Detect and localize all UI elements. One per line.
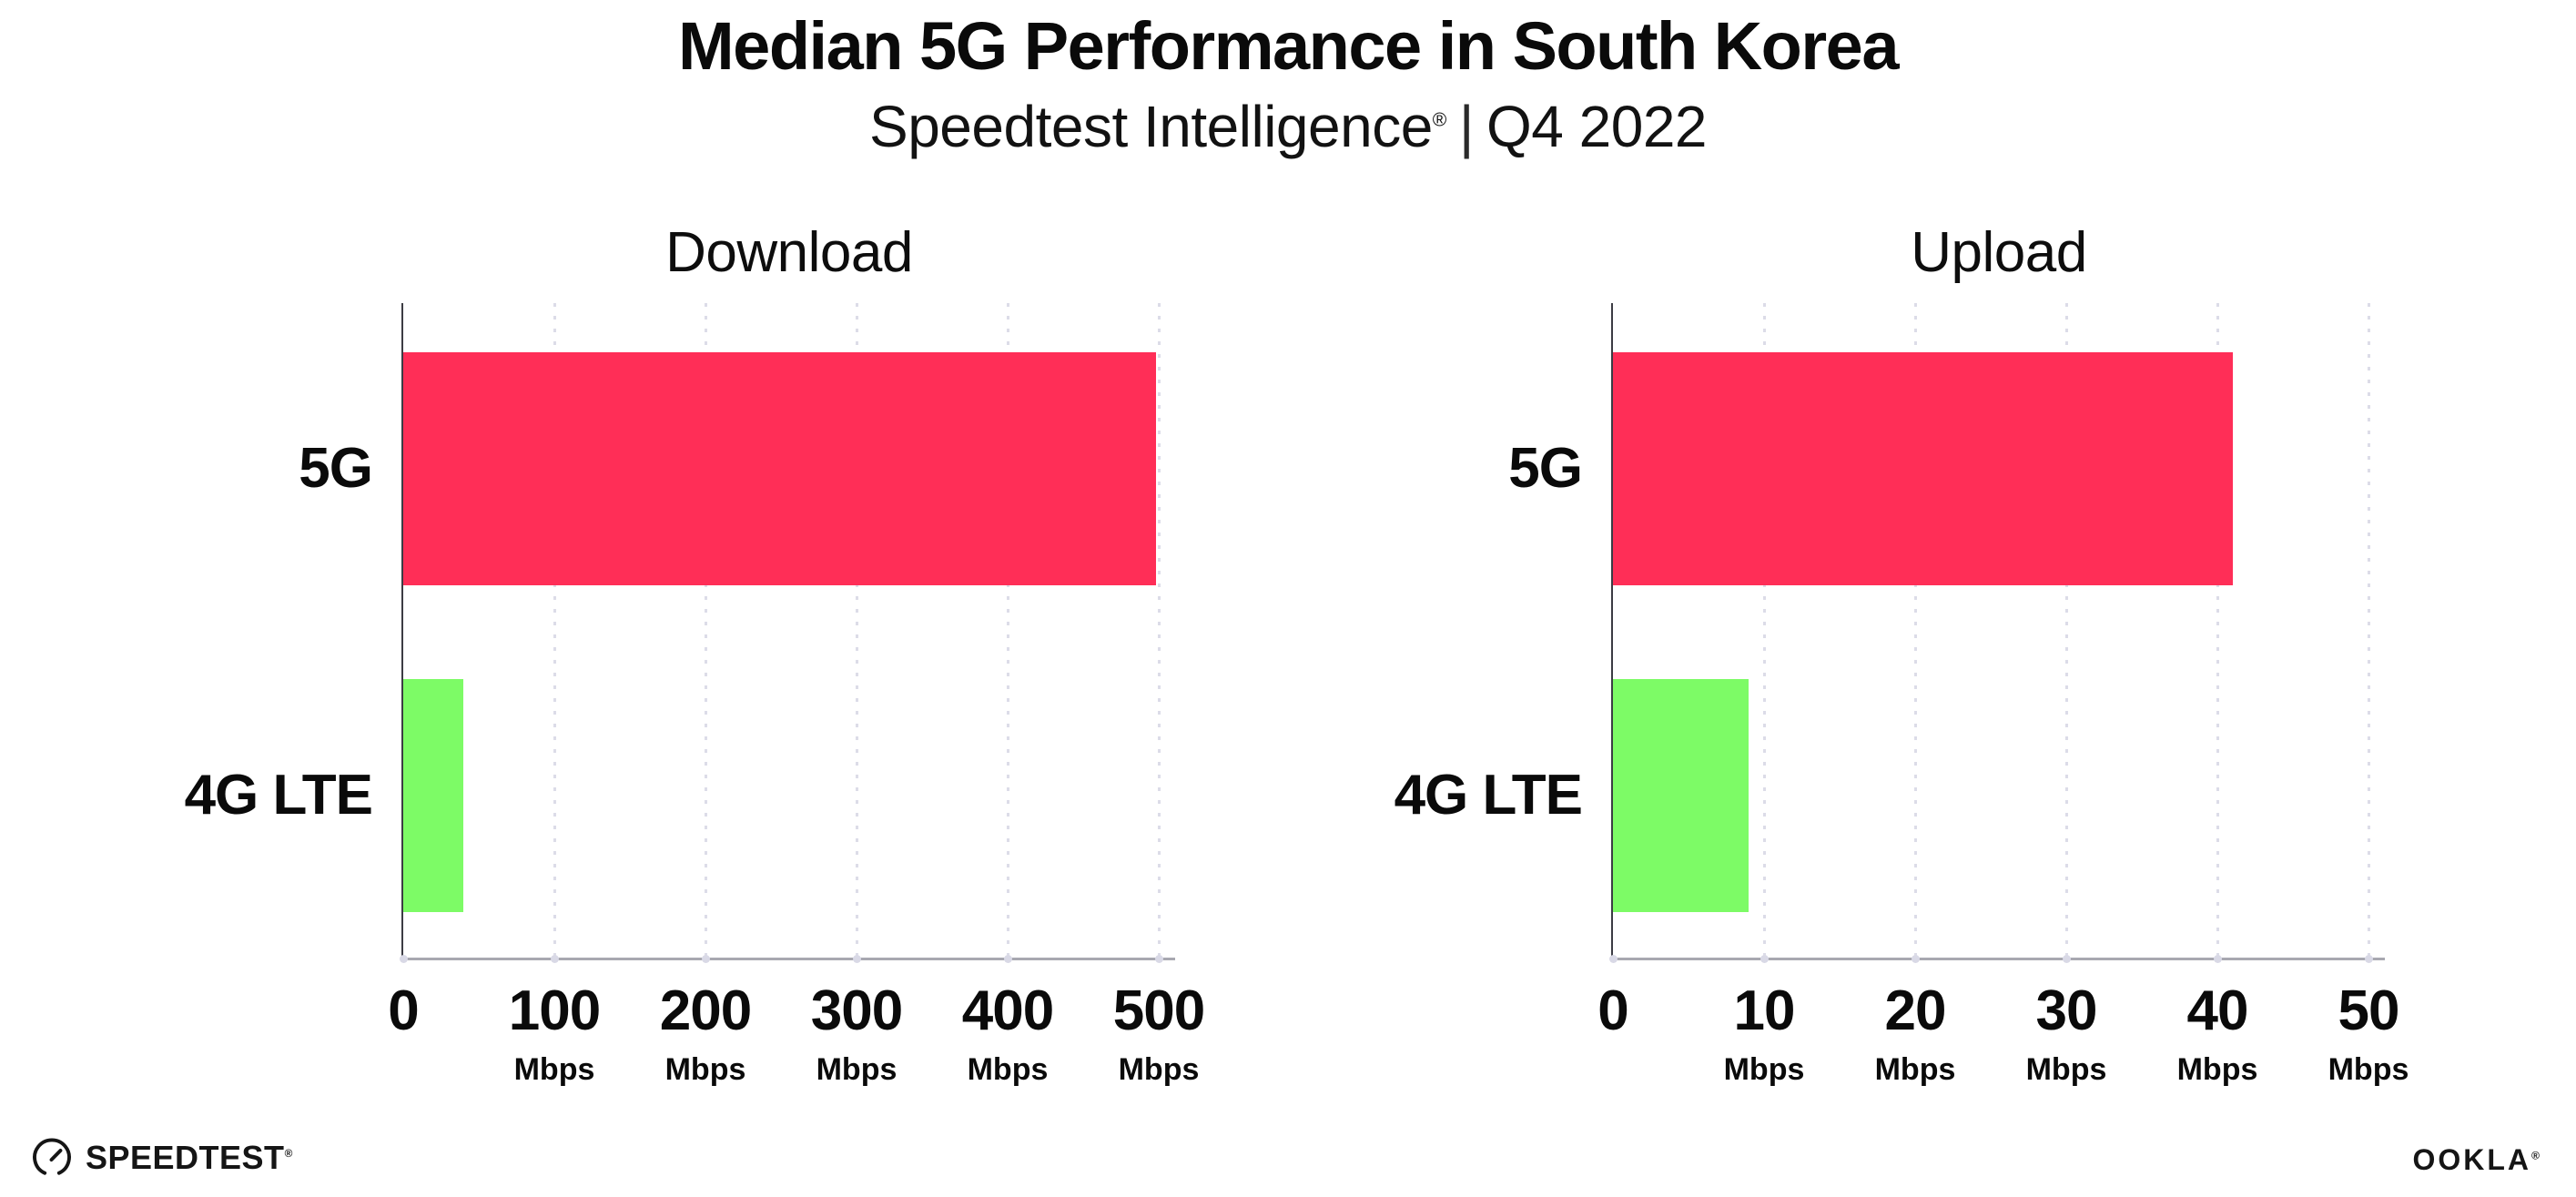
gridline-50 [2368, 303, 2370, 958]
tick-unit-40: Mbps [2176, 1052, 2258, 1087]
category-label-4g-lte: 4G LTE [1394, 764, 1583, 827]
ookla-logo: OOKLA® [2412, 1140, 2540, 1180]
chart-title-download: Download [665, 221, 913, 284]
axis-tick-dot-30 [2063, 955, 2071, 963]
tick-unit-20: Mbps [1874, 1052, 1956, 1087]
gridline-400 [1007, 303, 1009, 958]
axis-tick-dot-400 [1004, 955, 1012, 963]
bar-5g-download [403, 352, 1156, 585]
gridline-40 [2216, 303, 2219, 958]
speedtest-registered-mark: ® [284, 1147, 293, 1160]
y-axis [401, 303, 403, 958]
tick-label-100: 100 [508, 979, 601, 1042]
gridline-30 [2065, 303, 2068, 958]
gridline-10 [1763, 303, 1766, 958]
speedtest-gauge-icon [33, 1138, 71, 1175]
tick-unit-500: Mbps [1118, 1052, 1200, 1087]
gridline-100 [553, 303, 556, 958]
gridline-200 [705, 303, 707, 958]
tick-label-10: 10 [1733, 979, 1796, 1042]
subtitle-period: Q4 2022 [1486, 94, 1708, 159]
tick-label-50: 50 [2338, 979, 2400, 1042]
axis-tick-dot-500 [1155, 955, 1163, 963]
tick-label-300: 300 [810, 979, 903, 1042]
subtitle-brand: Speedtest Intelligence [869, 94, 1433, 159]
tick-label-40: 40 [2186, 979, 2249, 1042]
ookla-wordmark: OOKLA [2412, 1142, 2532, 1176]
page-title: Median 5G Performance in South Korea [678, 8, 1899, 84]
bar-4g-lte-upload [1613, 679, 1749, 912]
category-label-4g-lte: 4G LTE [184, 764, 373, 827]
axis-tick-dot-10 [1760, 955, 1769, 963]
speedtest-wordmark: SPEEDTEST [86, 1139, 285, 1176]
tick-label-200: 200 [659, 979, 752, 1042]
tick-label-0: 0 [1597, 979, 1628, 1042]
gridline-300 [856, 303, 858, 958]
axis-tick-dot-300 [853, 955, 861, 963]
tick-unit-300: Mbps [816, 1052, 898, 1087]
axis-tick-dot-0 [1609, 955, 1618, 963]
axis-tick-dot-0 [400, 955, 408, 963]
ookla-registered-mark: ® [2531, 1148, 2540, 1161]
tick-label-400: 400 [961, 979, 1054, 1042]
registered-mark: ® [1432, 109, 1447, 131]
tick-unit-50: Mbps [2328, 1052, 2409, 1087]
tick-label-0: 0 [388, 979, 419, 1042]
axis-tick-dot-200 [702, 955, 710, 963]
gridline-500 [1158, 303, 1161, 958]
speedtest-logo-text: SPEEDTEST® [86, 1139, 293, 1177]
y-axis [1611, 303, 1613, 958]
axis-tick-dot-20 [1912, 955, 1920, 963]
axis-tick-dot-50 [2365, 955, 2373, 963]
tick-unit-200: Mbps [664, 1052, 746, 1087]
tick-label-500: 500 [1112, 979, 1205, 1042]
tick-unit-30: Mbps [2025, 1052, 2107, 1087]
tick-label-20: 20 [1884, 979, 1947, 1042]
ookla-logo-text: OOKLA® [2412, 1143, 2540, 1177]
category-label-5g: 5G [1508, 437, 1583, 500]
chart-title-upload: Upload [1911, 221, 2087, 284]
tick-unit-400: Mbps [967, 1052, 1049, 1087]
page-subtitle: Speedtest Intelligence® | Q4 2022 [0, 95, 2576, 158]
tick-label-30: 30 [2035, 979, 2098, 1042]
x-axis [1611, 958, 2385, 960]
bar-4g-lte-download [403, 679, 464, 912]
axis-tick-dot-100 [551, 955, 559, 963]
x-axis [401, 958, 1175, 960]
speedtest-logo: SPEEDTEST® [31, 1134, 293, 1182]
tick-unit-10: Mbps [1723, 1052, 1805, 1087]
subtitle-separator: | [1458, 94, 1475, 159]
bar-5g-upload [1613, 352, 2233, 585]
tick-unit-100: Mbps [513, 1052, 595, 1087]
gridline-20 [1914, 303, 1917, 958]
axis-tick-dot-40 [2214, 955, 2222, 963]
category-label-5g: 5G [299, 437, 373, 500]
